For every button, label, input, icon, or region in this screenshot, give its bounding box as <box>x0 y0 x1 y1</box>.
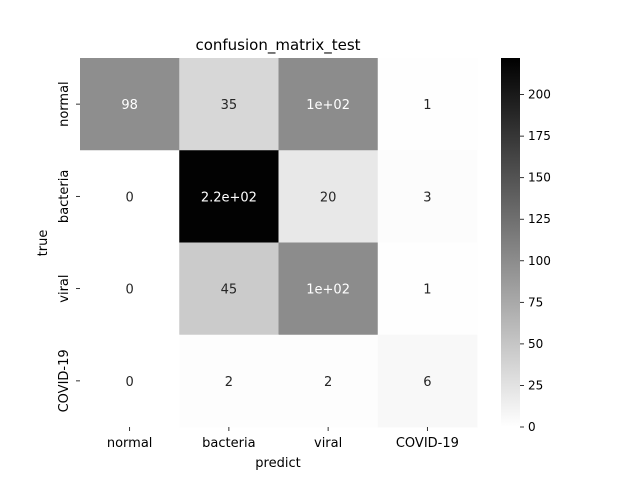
heatmap-cell <box>179 58 279 151</box>
cell-value-label: 1e+02 <box>306 98 350 113</box>
heatmap-cell <box>179 334 279 428</box>
cell-value-label: 20 <box>320 190 337 205</box>
cell-value-label: 6 <box>423 375 431 390</box>
heatmap-cell <box>179 150 279 243</box>
x-tick-label: normal <box>107 436 153 451</box>
heatmap-cell <box>377 242 478 336</box>
colorbar-tick-label: 200 <box>528 88 551 102</box>
cell-value-label: 1 <box>423 283 431 298</box>
heatmap-cell <box>377 150 478 243</box>
colorbar-tick-label: 75 <box>528 295 543 309</box>
colorbar-tick-label: 150 <box>528 171 551 185</box>
heatmap-cell <box>278 58 379 151</box>
y-tick-label: viral <box>57 275 72 303</box>
y-axis-label: true <box>36 230 51 257</box>
colorbar <box>501 58 520 427</box>
x-tick-label: viral <box>314 436 342 451</box>
colorbar-tick-label: 125 <box>528 212 551 226</box>
colorbar-tick-label: 50 <box>528 337 543 351</box>
y-axis-ticks: normal bacteria viral COVID-19 <box>57 81 80 412</box>
y-tick-label: COVID-19 <box>57 349 72 412</box>
cell-value-label: 45 <box>221 283 238 298</box>
colorbar-ticks: 0 25 50 75 100 125 150 175 200 <box>520 88 551 434</box>
heatmap-cell <box>278 242 379 336</box>
heatmap-cell <box>80 242 180 336</box>
colorbar-tick-label: 0 <box>528 420 536 434</box>
heatmap-cell <box>80 150 180 243</box>
x-axis-ticks: normal bacteria viral COVID-19 <box>107 427 459 451</box>
cell-value-label: 0 <box>125 283 133 298</box>
heatmap-cell <box>80 334 180 428</box>
cell-value-label: 2 <box>225 375 233 390</box>
heatmap-cell <box>278 334 379 428</box>
cell-value-label: 1 <box>423 98 431 113</box>
cell-value-label: 2 <box>324 375 332 390</box>
cell-value-label: 0 <box>125 190 133 205</box>
heatmap-cells <box>80 58 478 428</box>
x-axis-label: predict <box>255 456 300 471</box>
heatmap-cell-labels: 98 35 1e+02 1 0 2.2e+02 20 3 0 45 1e+02 1 0 2 2 6 <box>121 98 431 390</box>
y-tick-label: normal <box>57 81 72 127</box>
colorbar-tick-label: 25 <box>528 378 543 392</box>
cell-value-label: 2.2e+02 <box>201 190 257 205</box>
heatmap-cell <box>377 58 478 151</box>
cell-value-label: 3 <box>423 190 431 205</box>
heatmap-cell <box>80 58 180 151</box>
heatmap-cell <box>278 150 379 243</box>
heatmap-cell <box>377 334 478 428</box>
colorbar-tick-label: 175 <box>528 129 551 143</box>
cell-value-label: 1e+02 <box>306 283 350 298</box>
x-tick-label: COVID-19 <box>396 436 459 451</box>
chart-title: confusion_matrix_test <box>195 36 360 55</box>
x-tick-label: bacteria <box>202 436 255 451</box>
colorbar-tick-label: 100 <box>528 254 551 268</box>
cell-value-label: 0 <box>125 375 133 390</box>
heatmap-cell <box>179 242 279 336</box>
cell-value-label: 98 <box>121 98 138 113</box>
cell-value-label: 35 <box>221 98 238 113</box>
y-tick-label: bacteria <box>57 170 72 223</box>
